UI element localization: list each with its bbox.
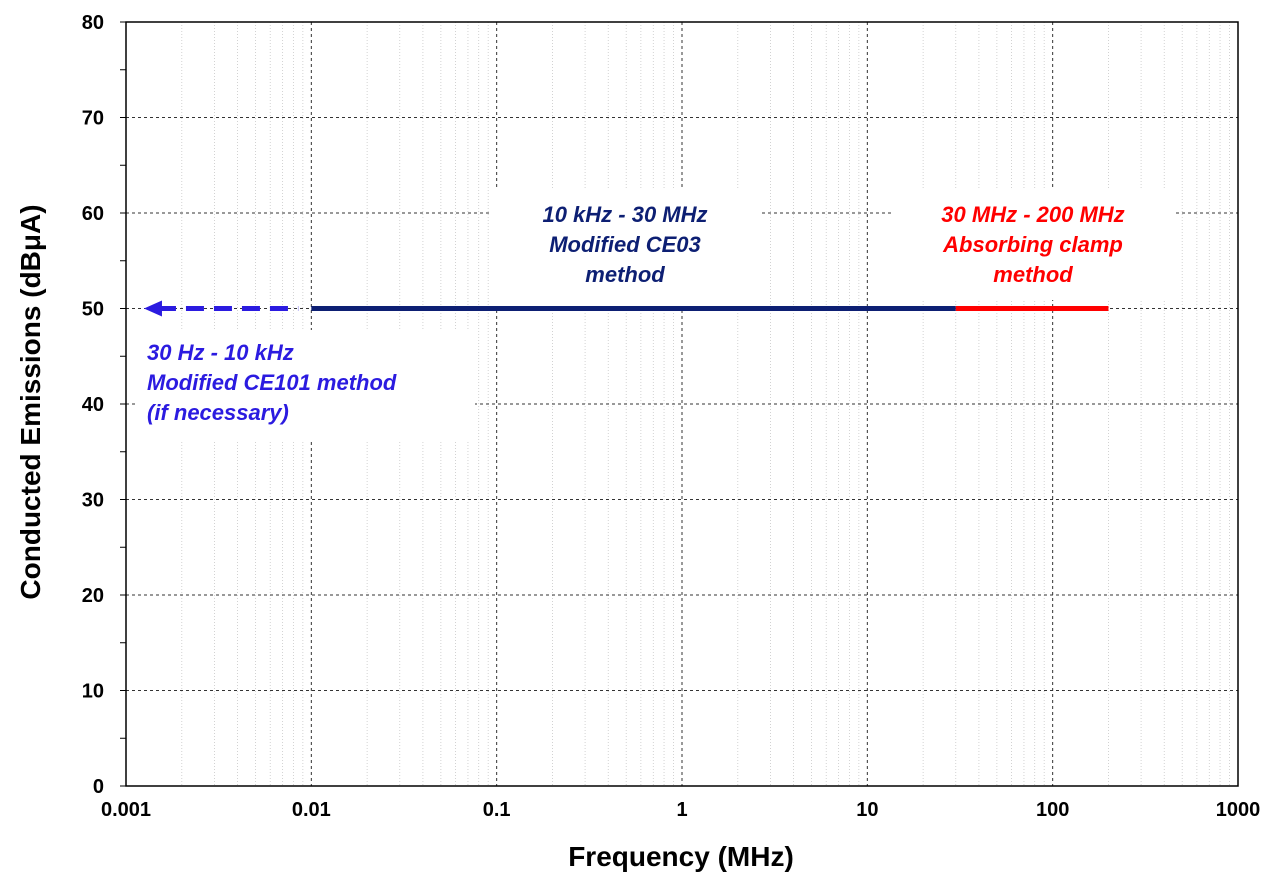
annotation-backgrounds [135,188,1174,440]
annotation-text: Modified CE03 [549,232,701,257]
y-tick-labels: 0 10 20 30 40 50 60 70 80 [82,12,104,798]
x-tick-labels: 0.001 0.01 0.1 1 10 100 1000 [101,799,1260,821]
y-tick-label: 10 [82,681,104,703]
y-tick-label: 70 [82,108,104,130]
y-tick-label: 30 [82,490,104,512]
x-tick-label: 0.001 [101,799,151,821]
annotation-text: (if necessary) [147,400,289,425]
x-tick-label: 0.01 [292,799,331,821]
plot-frame [120,21,1239,787]
y-tick-label: 60 [82,203,104,225]
annotation-text: 30 Hz - 10 kHz [147,340,294,365]
annotation-background [892,188,1174,300]
annotation-text: Absorbing clamp [942,232,1123,257]
annotation-background [135,330,475,440]
y-tick-label: 40 [82,394,104,416]
x-tick-label: 1000 [1216,799,1261,821]
annotation-text: Modified CE101 method [147,370,397,395]
y-tick-label: 0 [93,776,104,798]
annotations: 30 Hz - 10 kHz Modified CE101 method (if n… [147,202,1125,425]
y-tick-label: 80 [82,12,104,34]
arrowhead-left [143,300,162,317]
y-axis-title: Conducted Emissions (dBμA) [15,204,46,599]
annotation-text: method [585,262,665,287]
annotation-text: 10 kHz - 30 MHz [542,202,707,227]
x-axis-title: Frequency (MHz) [568,841,794,872]
x-tick-label: 100 [1036,799,1069,821]
series-lines [143,300,1109,317]
x-tick-label: 1 [676,799,687,821]
x-tick-label: 0.1 [483,799,511,821]
annotation-text: method [993,262,1073,287]
x-tick-label: 10 [856,799,878,821]
y-tick-label: 20 [82,585,104,607]
annotation-background [490,188,760,306]
annotation-text: 30 MHz - 200 MHz [941,202,1124,227]
y-tick-label: 50 [82,299,104,321]
